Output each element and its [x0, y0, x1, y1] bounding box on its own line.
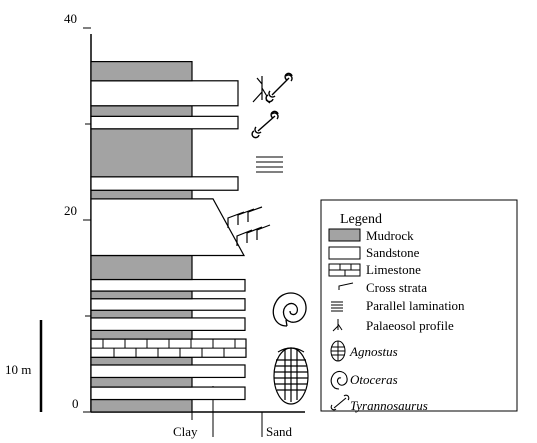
- trilobite-icon: [273, 347, 309, 405]
- bed-mudrock: [90, 376, 193, 388]
- bed-mudrock: [90, 398, 193, 413]
- clay-label: Clay: [173, 424, 198, 439]
- bone-icon: [330, 394, 350, 411]
- mudrock-swatch: [328, 228, 361, 242]
- legend-parallel-lamination-label: Parallel lamination: [366, 298, 465, 313]
- bone-icon: [265, 72, 293, 103]
- palaeosol-icon: [332, 319, 343, 332]
- bed-mudrock: [90, 60, 193, 82]
- scale-bar-label: 10 m: [5, 362, 31, 377]
- depth-ticks: 0 20 40: [64, 11, 91, 413]
- bed-sandstone: [90, 115, 239, 130]
- depth-tick-label: 40: [64, 11, 77, 26]
- limestone-bricks: [91, 339, 246, 358]
- beds-group: [90, 60, 247, 413]
- sandstone-swatch: [328, 246, 361, 260]
- bed-sandstone: [90, 364, 246, 379]
- bed-sandstone: [90, 198, 246, 257]
- limestone-swatch: [328, 263, 361, 277]
- bed-mudrock: [90, 290, 193, 300]
- legend-cross-strata-label: Cross strata: [366, 280, 427, 295]
- parallel-lamination-icon: [331, 301, 343, 312]
- bed-mudrock: [90, 105, 193, 117]
- palaeosol-icon: [252, 76, 271, 104]
- bed-sandstone: [90, 278, 246, 292]
- legend-mudrock-label: Mudrock: [366, 228, 414, 243]
- legend-tyrannosaurus-label: Tyrannosaurus: [350, 398, 428, 413]
- legend-agnostus-label: Agnostus: [349, 344, 398, 359]
- legend-title: Legend: [340, 212, 382, 227]
- depth-tick-label: 0: [72, 396, 79, 411]
- legend-limestone-label: Limestone: [366, 262, 421, 277]
- bed-sandstone: [90, 176, 239, 191]
- ammonite-icon: [330, 370, 348, 390]
- bed-sandstone: [90, 80, 239, 107]
- bed-mudrock: [90, 329, 193, 340]
- bed-sandstone: [90, 298, 246, 311]
- ammonite-icon: [272, 292, 307, 327]
- sand-label: Sand: [266, 424, 293, 439]
- bed-mudrock: [90, 356, 193, 366]
- parallel-lamination-icon: [256, 156, 283, 173]
- cross-strata-icon: [227, 206, 271, 246]
- legend-palaeosol-label: Palaeosol profile: [366, 318, 454, 333]
- cross-strata-icon: [338, 282, 354, 290]
- depth-tick-label: 20: [64, 203, 77, 218]
- bed-mudrock: [90, 189, 193, 200]
- bone-icon: [251, 110, 279, 139]
- trilobite-icon: [330, 340, 346, 362]
- bed-sandstone: [90, 317, 246, 332]
- bed-mudrock: [90, 128, 193, 178]
- bed-mudrock: [90, 254, 193, 281]
- legend-sandstone-label: Sandstone: [366, 245, 420, 260]
- legend-otoceras-label: Otoceras: [350, 372, 398, 387]
- bed-sandstone: [90, 386, 246, 401]
- bed-mudrock: [90, 309, 193, 319]
